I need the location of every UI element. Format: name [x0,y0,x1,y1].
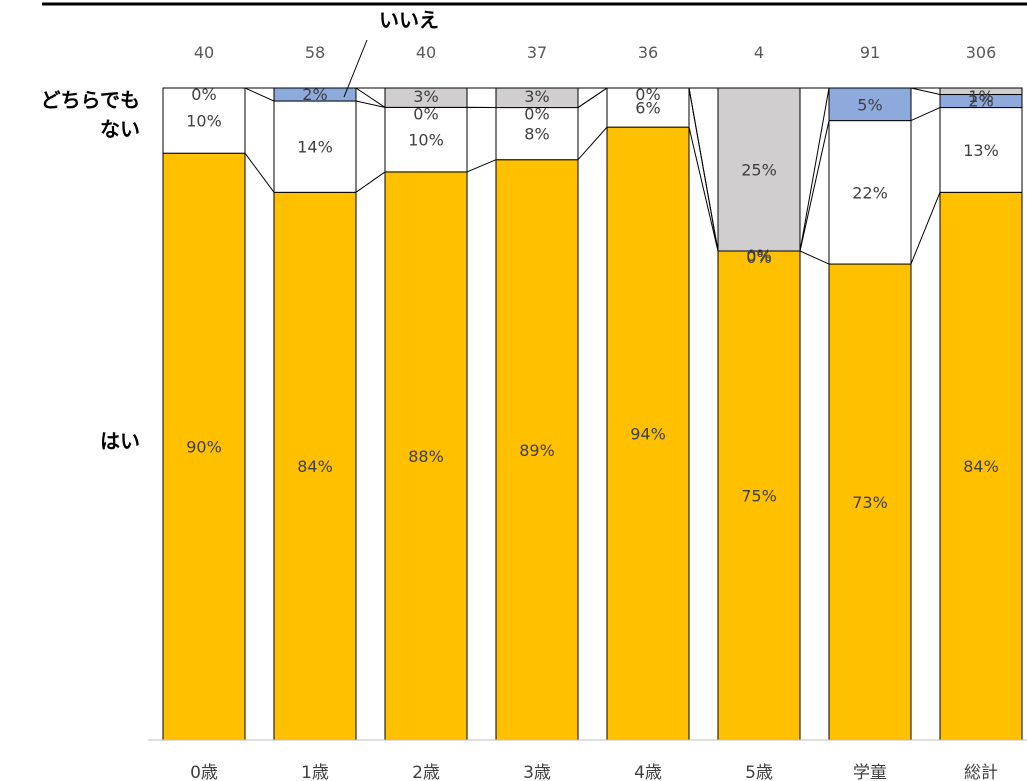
connector-line-2-2 [355,100,386,108]
count-label-8: 306 [966,43,997,62]
segment-label-2-3: 10% [408,131,444,150]
count-label-5: 36 [638,43,658,62]
bar-segment-1-4 [495,159,579,741]
segment-label-2-4: 8% [524,125,549,144]
category-label-8: 総計 [964,763,998,781]
bar-segment-4-6 [717,87,801,252]
segment-label-2-7: 22% [852,183,888,202]
connector-line-6-3 [799,87,830,252]
series-label-neutral-2: ない [100,117,140,141]
count-label-7: 91 [860,43,880,62]
category-label-3: 2歳 [412,763,440,781]
segment-label-1-3: 88% [408,447,444,466]
series-label-no: いいえ [379,8,439,32]
bar-segment-1-8 [939,191,1023,741]
segment-label-4-6: 25% [741,161,777,180]
connector-line-4-1 [577,126,608,161]
bar-segment-4-8 [939,87,1023,96]
category-label-5: 4歳 [634,763,662,781]
segment-label-3-5: 0% [635,85,660,104]
bar-segment-2-2 [273,100,357,193]
connector-line-2-1 [355,171,386,193]
connector-line-5-3 [688,87,719,252]
segment-label-2-2: 14% [297,138,333,157]
connector-line-7-2 [910,107,941,122]
segment-label-3-6: 0% [746,248,771,267]
bar-segment-1-1 [162,152,246,741]
segment-label-3-2: 2% [302,85,327,104]
bar-segment-1-6 [717,250,801,741]
segment-label-2-5: 6% [635,99,660,118]
bar-segment-2-3 [384,106,468,173]
connector-line-6-1 [799,250,830,265]
category-label-2: 1歳 [301,763,329,781]
segment-label-1-4: 89% [519,441,555,460]
connector-line-5-1 [688,127,719,252]
connector-line-4-3 [577,87,608,108]
count-label-3: 40 [416,43,436,62]
bar-segment-3-7 [828,87,912,122]
segment-label-4-4: 3% [524,87,549,106]
series-label-neutral-1: どちらでも [41,88,140,112]
segment-label-3-8: 2% [968,92,993,111]
segment-label-1-8: 84% [963,457,999,476]
connector-line-7-3 [910,87,941,96]
segment-label-1-2: 84% [297,457,333,476]
category-labels: 0歳 1歳 2歳 3歳 4歳 5歳 学童 総計 [190,763,998,781]
segment-labels: 90%10%0%84%14%2%88%10%0%3%89%8%0%3%94%6%… [186,85,999,512]
series-label-yes: はい [100,429,140,453]
connector-line-7-1 [910,192,941,265]
series-label-no-leader [343,39,368,98]
category-label-4: 3歳 [523,763,551,781]
segment-label-1-6: 75% [741,487,777,506]
bar-segment-3-2 [273,87,357,102]
bar-segment-1-3 [384,171,468,741]
category-label-7: 学童 [853,763,887,781]
bar-segment-1-5 [606,126,690,741]
bar-segment-2-4 [495,107,579,161]
count-labels: 40 58 40 37 36 4 91 306 [194,43,996,62]
segment-label-2-6: 0% [746,246,771,265]
bar-segment-1-2 [273,191,357,741]
connector-lines [244,87,941,265]
segment-label-2-8: 13% [963,141,999,160]
bars-group [162,87,1023,741]
category-label-6: 5歳 [745,763,773,781]
segment-label-3-7: 5% [857,95,882,114]
segment-label-3-1: 0% [191,85,216,104]
bar-segment-2-8 [939,107,1023,193]
segment-label-2-1: 10% [186,112,222,131]
connector-line-6-2 [799,120,830,252]
bar-segment-2-1 [162,87,246,154]
count-label-6: 4 [754,43,764,62]
segment-label-3-4: 0% [524,105,549,124]
connector-line-1-1 [244,152,275,193]
segment-label-1-7: 73% [852,493,888,512]
segment-label-4-8: 1% [968,87,993,106]
connector-line-1-2 [244,87,275,102]
segment-label-4-3: 3% [413,87,438,106]
count-label-2: 58 [305,43,325,62]
segment-label-1-5: 94% [630,425,666,444]
bar-segment-2-5 [606,87,690,128]
bar-segment-2-7 [828,120,912,265]
segment-label-3-3: 0% [413,104,438,123]
category-label-1: 0歳 [190,763,218,781]
connector-line-2-3 [355,87,386,108]
count-label-4: 37 [527,43,547,62]
bar-segment-4-3 [384,87,468,108]
bar-segment-4-4 [495,87,579,109]
segment-label-1-1: 90% [186,438,222,457]
connector-line-3-1 [466,159,497,173]
count-label-1: 40 [194,43,214,62]
bar-segment-1-7 [828,263,912,741]
